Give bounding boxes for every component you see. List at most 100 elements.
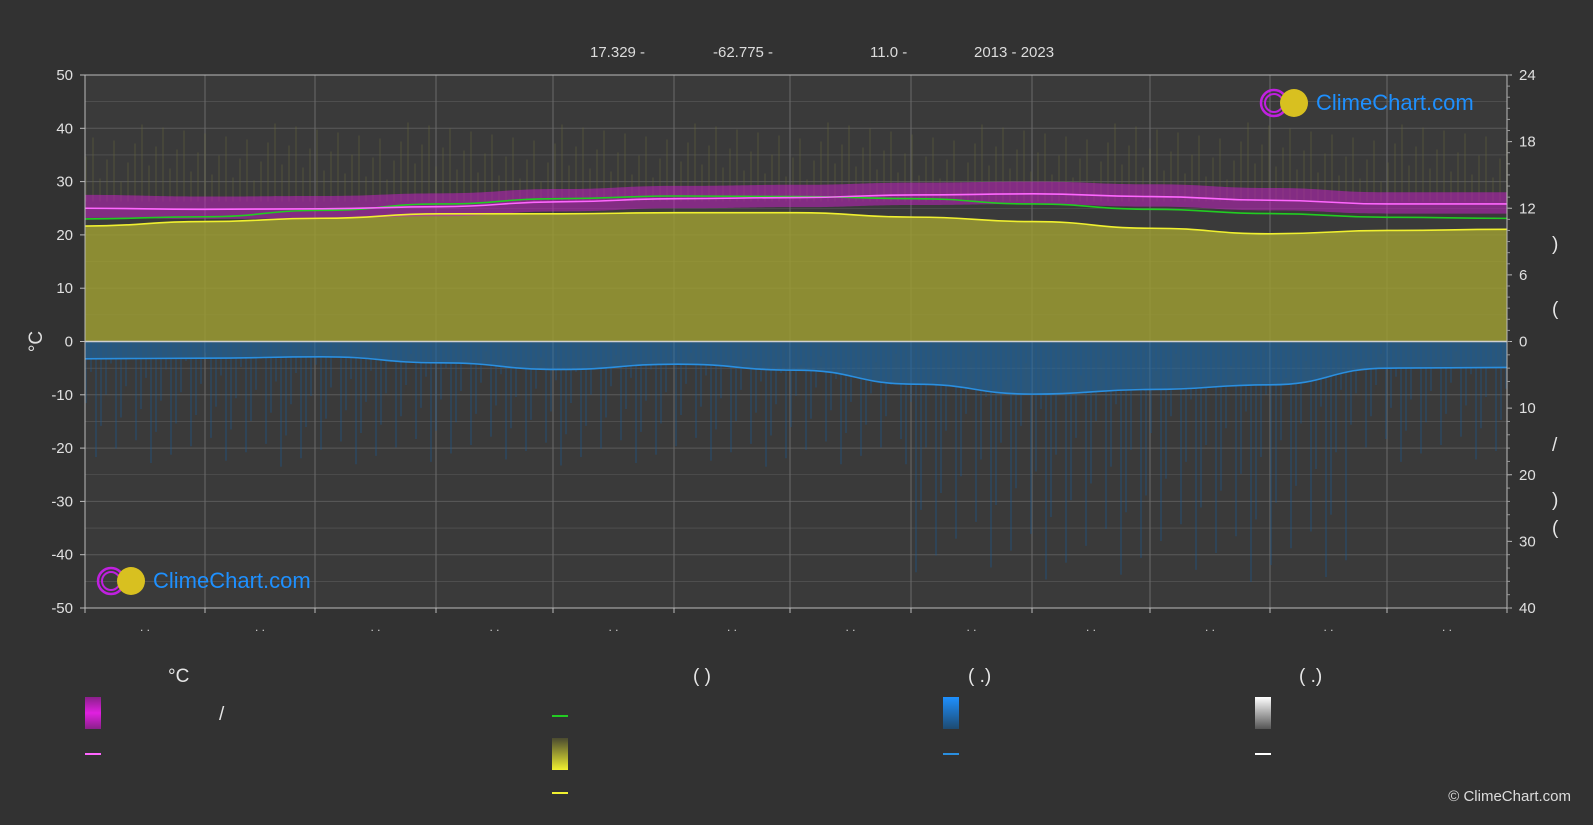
rain-daily-bar bbox=[955, 341, 957, 539]
sunshine-daily-bar bbox=[1485, 136, 1487, 202]
rain-daily-bar bbox=[135, 341, 137, 441]
rain-daily-bar bbox=[780, 341, 782, 374]
rain-daily-bar bbox=[1305, 341, 1307, 362]
rain-daily-bar bbox=[770, 341, 772, 436]
rain-daily-bar bbox=[465, 341, 467, 360]
sunshine-daily-bar bbox=[554, 143, 556, 202]
sunshine-daily-bar bbox=[617, 152, 619, 202]
legend-rain-line bbox=[943, 753, 959, 755]
rain-daily-bar bbox=[895, 341, 897, 354]
max-temp-line bbox=[84, 193, 1507, 211]
sunshine-daily-bar bbox=[694, 123, 696, 202]
rain-daily-bar bbox=[1085, 341, 1087, 546]
sunshine-daily-bar bbox=[400, 141, 402, 202]
sunshine-daily-bar bbox=[512, 137, 514, 202]
header-elevation: 11.0 - bbox=[870, 44, 908, 61]
sunshine-daily-bar bbox=[848, 125, 850, 202]
rain-daily-bar bbox=[505, 341, 507, 460]
rain-daily-bar bbox=[910, 341, 912, 402]
sunshine-daily-bar bbox=[225, 136, 227, 202]
rain-daily-bar bbox=[175, 341, 177, 424]
rain-daily-bar bbox=[1070, 341, 1072, 501]
rain-daily-bar bbox=[580, 341, 582, 458]
sunshine-daily-bar bbox=[183, 130, 185, 202]
sunshine-daily-bar bbox=[1177, 132, 1179, 202]
rain-daily-bar bbox=[950, 341, 952, 369]
rain-daily-bar bbox=[400, 341, 402, 417]
sunshine-daily-bar bbox=[1198, 135, 1200, 202]
y-tick-label: -20 bbox=[51, 440, 73, 457]
legend-sunshine-swatch bbox=[552, 738, 568, 770]
month-label: . . bbox=[1323, 620, 1334, 634]
sunshine-daily-bar bbox=[127, 162, 129, 202]
sunshine-daily-bar bbox=[407, 122, 409, 202]
rain-daily-bar bbox=[995, 341, 997, 506]
rain-daily-bar bbox=[615, 341, 617, 356]
rain-daily-bar bbox=[915, 341, 917, 573]
rain-daily-bar bbox=[1490, 341, 1492, 366]
rain-daily-bar bbox=[1385, 341, 1387, 440]
rain-daily-bar bbox=[680, 341, 682, 416]
sunshine-daily-bar bbox=[1058, 155, 1060, 202]
rain-daily-bar bbox=[125, 341, 127, 387]
sunshine-daily-bar bbox=[1492, 177, 1494, 202]
rain-daily-bar bbox=[1285, 341, 1287, 378]
month-label: . . bbox=[966, 620, 977, 634]
rain-daily-bar bbox=[1270, 341, 1272, 566]
y2-tick-label: 10 bbox=[1519, 400, 1536, 417]
rain-daily-bar bbox=[260, 341, 262, 359]
rain-daily-bar bbox=[490, 341, 492, 437]
rain-daily-bar bbox=[1325, 341, 1327, 578]
sunshine-daily-bar bbox=[295, 126, 297, 202]
rain-daily-bar bbox=[1360, 341, 1362, 363]
rain-daily-bar bbox=[1415, 341, 1417, 369]
rain-daily-bar bbox=[405, 341, 407, 386]
rain-daily-bar bbox=[820, 341, 822, 357]
sunshine-daily-bar bbox=[610, 171, 612, 202]
rain-daily-bar bbox=[1155, 341, 1157, 371]
rain-daily-bar bbox=[805, 341, 807, 450]
mean-temp-line bbox=[84, 195, 1508, 220]
rain-daily-bar bbox=[695, 341, 697, 438]
rain-daily-bar bbox=[240, 341, 242, 368]
rain-daily-bar bbox=[1420, 341, 1422, 454]
rain-daily-bar bbox=[170, 341, 172, 455]
sunshine-daily-bar bbox=[750, 151, 752, 202]
rain-daily-bar bbox=[265, 341, 267, 444]
rain-daily-bar bbox=[745, 341, 747, 359]
rain-daily-bar bbox=[1250, 341, 1252, 582]
legend-snow-swatch bbox=[1255, 697, 1271, 729]
sunshine-line bbox=[84, 211, 1508, 235]
rain-daily-bar bbox=[1060, 341, 1062, 393]
rain-daily-bar bbox=[435, 341, 437, 431]
rain-daily-bar bbox=[985, 341, 987, 398]
rain-daily-bar bbox=[200, 341, 202, 384]
sunshine-daily-bar bbox=[1401, 124, 1403, 202]
rain-daily-bar bbox=[890, 341, 892, 386]
rain-daily-bar bbox=[445, 341, 447, 369]
rain-daily-bar bbox=[990, 341, 992, 568]
legend-sun-heading: ( ) bbox=[693, 666, 711, 687]
legend-max-temp-line bbox=[85, 753, 101, 755]
sunshine-daily-bar bbox=[134, 143, 136, 202]
rain-daily-bar bbox=[775, 341, 777, 405]
rain-daily-bar bbox=[560, 341, 562, 466]
rain-daily-bar bbox=[100, 341, 102, 426]
rain-daily-bar bbox=[525, 341, 527, 452]
sunshine-daily-bar bbox=[1149, 148, 1151, 202]
sunshine-daily-bar bbox=[827, 122, 829, 202]
rain-daily-bar bbox=[940, 341, 942, 494]
sunshine-daily-bar bbox=[344, 173, 346, 202]
sunshine-daily-bar bbox=[596, 149, 598, 202]
rain-daily-bar bbox=[480, 341, 482, 383]
rain-daily-bar bbox=[640, 341, 642, 432]
sunshine-daily-bar bbox=[176, 149, 178, 202]
rain-daily-bar bbox=[340, 341, 342, 442]
y2-tick-label: 40 bbox=[1519, 600, 1536, 617]
sunshine-daily-bar bbox=[1135, 126, 1137, 202]
sunshine-daily-bar bbox=[932, 137, 934, 202]
y-tick-label: 20 bbox=[56, 227, 73, 244]
sunshine-daily-bar bbox=[603, 130, 605, 202]
sunshine-daily-bar bbox=[1296, 169, 1298, 202]
sunshine-daily-bar bbox=[736, 129, 738, 202]
